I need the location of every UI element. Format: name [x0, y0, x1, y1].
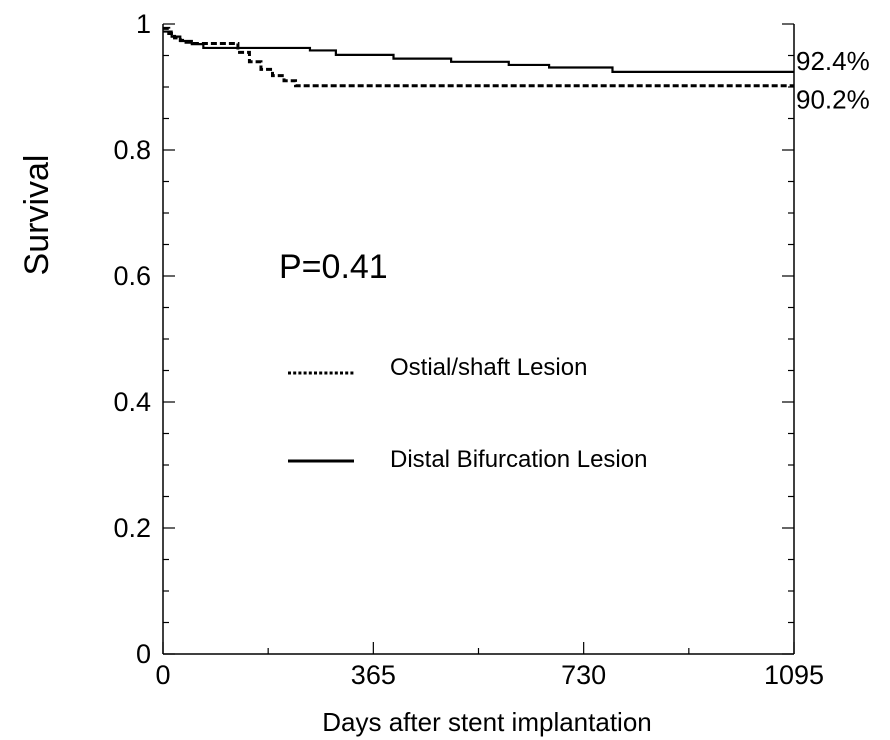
- x-tick-label: 0: [155, 660, 170, 690]
- x-tick-label: 1095: [764, 660, 824, 690]
- plot-frame: [162, 24, 795, 655]
- p-value-annotation: P=0.41: [279, 248, 388, 286]
- x-tick-label: 730: [561, 660, 606, 690]
- legend-label-ostial-shaft: Ostial/shaft Lesion: [390, 354, 587, 381]
- y-tick-label: 0.2: [113, 513, 151, 543]
- series-line-distal-bifurcation: [163, 30, 794, 73]
- y-tick-label: 0: [136, 639, 151, 669]
- end-label-distal-bifurcation: 92.4%: [796, 46, 870, 76]
- y-tick-label: 0.6: [113, 261, 151, 291]
- y-tick-label: 0.4: [113, 387, 151, 417]
- end-label-ostial-shaft: 90.2%: [796, 85, 870, 115]
- x-tick-label: 365: [351, 660, 396, 690]
- series-lines: [163, 26, 794, 88]
- series-line-ostial-shaft: [163, 26, 794, 88]
- y-axis-title: Survival: [18, 155, 56, 276]
- ticks: [162, 23, 795, 655]
- legend: Ostial/shaft Lesion Distal Bifurcation L…: [288, 354, 647, 473]
- y-tick-label: 0.8: [113, 135, 151, 165]
- y-tick-label: 1: [136, 9, 151, 39]
- x-axis-title: Days after stent implantation: [322, 707, 652, 737]
- tick-labels: 0 0.2 0.4 0.6 0.8 1 0 365 730 1095: [113, 9, 824, 690]
- legend-label-distal-bifurcation: Distal Bifurcation Lesion: [390, 446, 647, 473]
- end-labels: 90.2% 92.4%: [796, 46, 870, 115]
